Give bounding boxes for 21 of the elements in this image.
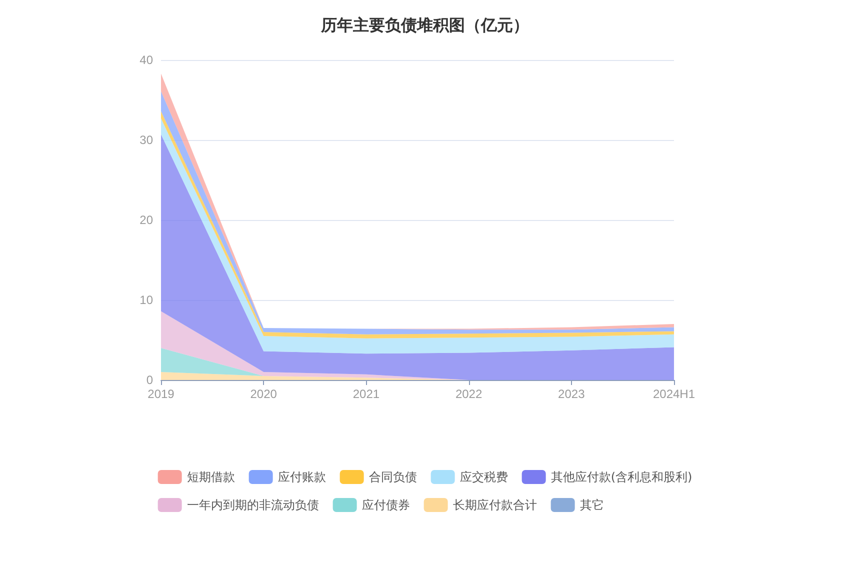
x-tick-label: 2019: [148, 387, 175, 401]
legend-label: 其它: [580, 498, 604, 512]
legend-label: 应付债券: [362, 498, 410, 512]
legend-label: 应交税费: [460, 470, 508, 484]
y-tick-label: 30: [140, 133, 154, 147]
chart-title: 历年主要负债堆积图（亿元）: [320, 16, 529, 34]
legend-label: 一年内到期的非流动负债: [186, 498, 319, 512]
legend-label: 其他应付款(含利息和股利): [550, 470, 692, 484]
x-tick-label: 2021: [352, 387, 380, 401]
legend-label: 应付账款: [278, 470, 326, 484]
x-tick-label: 2020: [250, 387, 278, 401]
legend-label: 短期借款: [186, 470, 235, 484]
legend-label: 长期应付款合计: [452, 498, 537, 512]
x-tick-label: 2023: [558, 387, 586, 401]
x-tick-label: 2024H1: [652, 387, 696, 401]
legend-label: 合同负债: [368, 470, 417, 484]
x-tick-label: 2022: [455, 387, 482, 401]
y-tick-label: 40: [140, 53, 154, 67]
y-tick-label: 0: [146, 373, 154, 387]
y-tick-label: 10: [140, 293, 154, 307]
y-tick-label: 20: [140, 213, 154, 227]
